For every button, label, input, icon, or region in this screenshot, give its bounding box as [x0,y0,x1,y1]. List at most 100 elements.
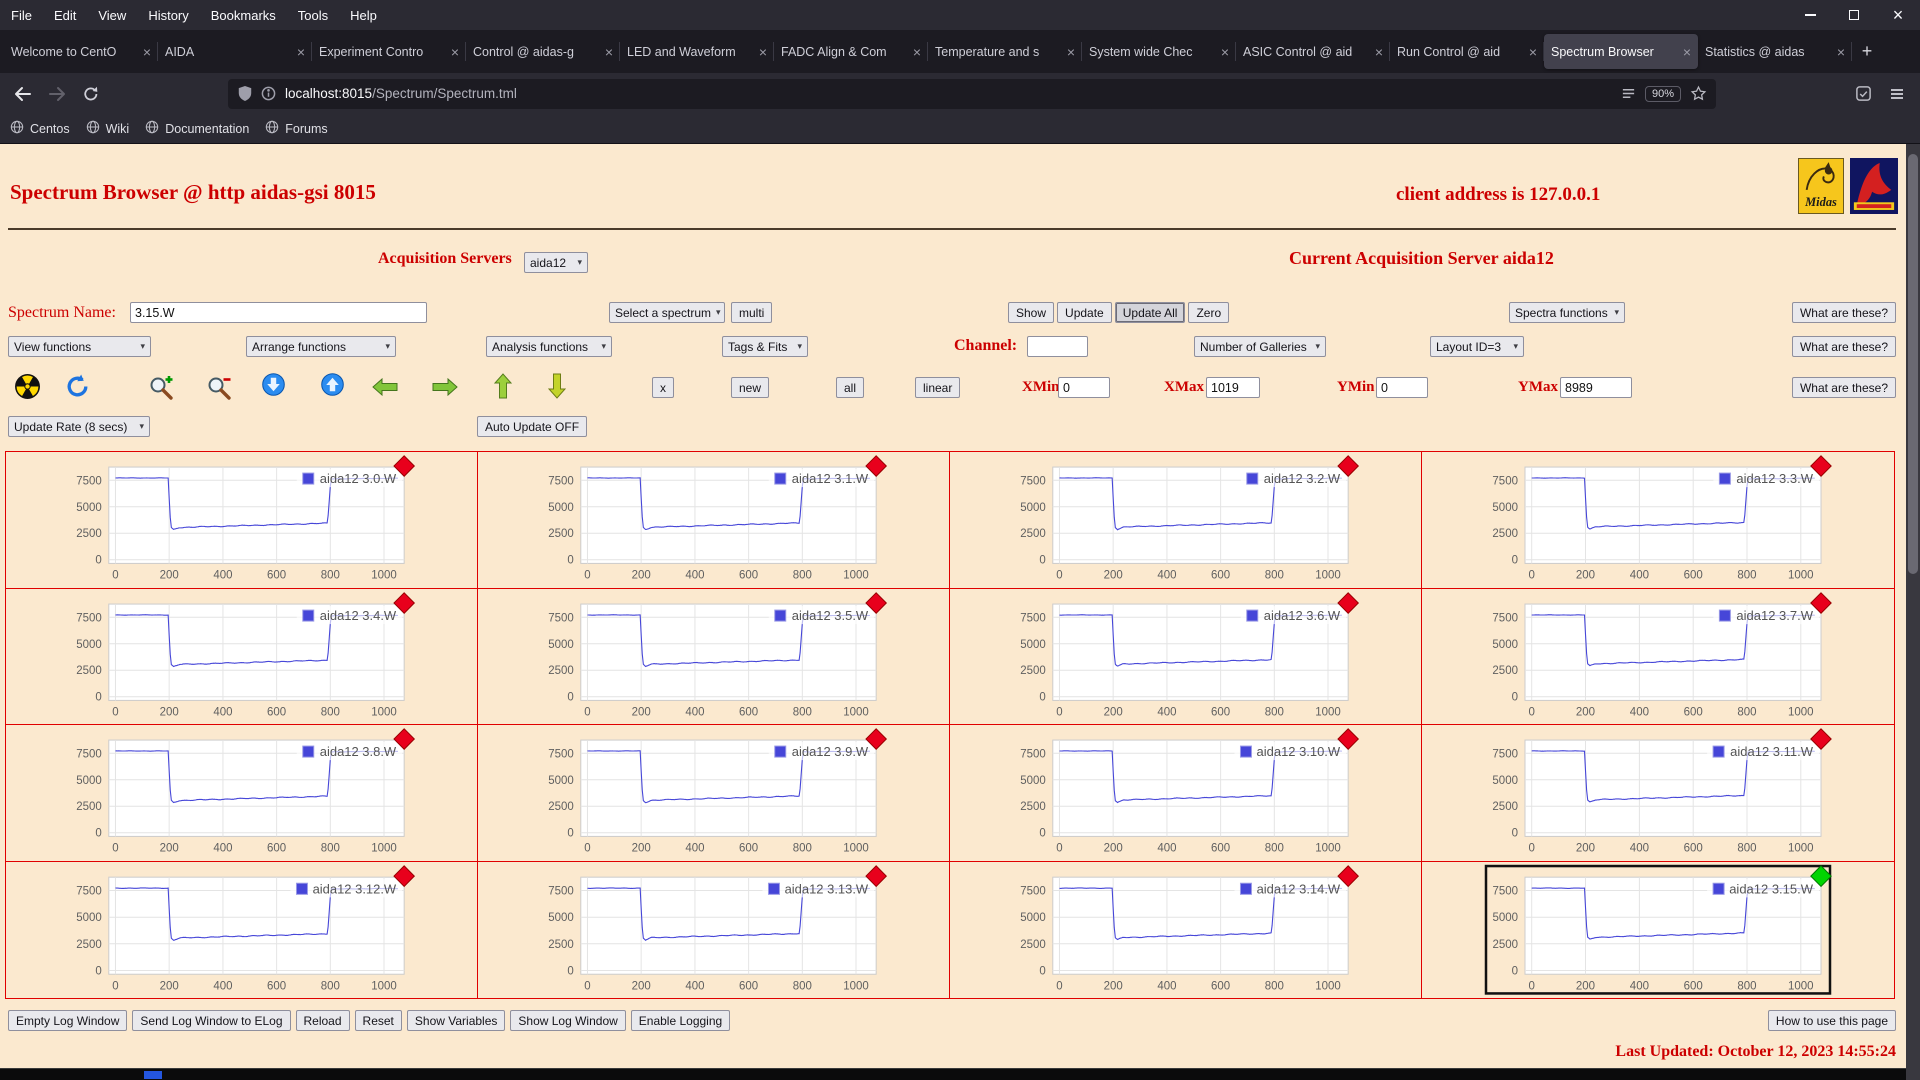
tab-welcome-to-cento[interactable]: Welcome to CentO × [4,34,158,69]
app-menu-icon[interactable] [1880,79,1914,109]
spectrum-cell-aida12-3-5-w[interactable]: 0 200 400 600 800 1000 0 2500 5000 7500 aida12 3.5… [478,588,950,725]
bookmark-wiki[interactable]: Wiki [86,120,129,137]
analysis-functions-dropdown[interactable]: Analysis functions ▾ [486,336,612,357]
menu-bookmarks[interactable]: Bookmarks [210,7,276,23]
all-button[interactable]: all [836,377,865,398]
pan-left-icon[interactable] [372,378,398,396]
tab-close-icon[interactable]: × [604,43,613,60]
menu-history[interactable]: History [148,7,189,23]
select-spectrum-dropdown[interactable]: Select a spectrum ▾ [609,302,725,323]
minimize-button[interactable] [1788,0,1832,30]
refresh-icon[interactable] [64,373,91,400]
active-marker-icon[interactable] [1810,864,1832,887]
xmax-input[interactable] [1206,377,1260,398]
tab-run-control-aid[interactable]: Run Control @ aid × [1390,34,1544,69]
spectrum-cell-aida12-3-0-w[interactable]: 0 200 400 600 800 1000 0 2500 5000 7500 aida12 3.0… [6,452,478,589]
tab-close-icon[interactable]: × [142,43,151,60]
spectrum-cell-aida12-3-8-w[interactable]: 0 200 400 600 800 1000 0 2500 5000 7500 aida12 3.8… [6,725,478,862]
spectrum-cell-aida12-3-15-w[interactable]: 0 200 400 600 800 1000 0 2500 5000 7500 aida12 3.1… [1422,862,1894,999]
x-button[interactable]: x [652,377,674,398]
spectrum-cell-aida12-3-13-w[interactable]: 0 200 400 600 800 1000 0 2500 5000 7500 aida12 3.1… [478,861,950,998]
tab-close-icon[interactable]: × [1682,43,1691,60]
ymin-input[interactable] [1376,377,1428,398]
arrange-functions-dropdown[interactable]: Arrange functions ▾ [246,336,396,357]
show-variables-button[interactable]: Show Variables [406,1010,506,1031]
how-to-use-button[interactable]: How to use this page [1767,1010,1896,1031]
inactive-marker-icon[interactable] [865,455,888,477]
linear-button[interactable]: linear [915,377,961,398]
scroll-up-icon[interactable] [321,373,344,396]
inactive-marker-icon[interactable] [1337,864,1360,887]
zero-button[interactable]: Zero [1188,302,1230,323]
inactive-marker-icon[interactable] [1810,455,1832,477]
reader-mode-icon[interactable] [1621,86,1636,101]
bookmark-star-icon[interactable] [1690,85,1707,102]
tracking-protection-shield-icon[interactable] [237,85,253,102]
show-log-window-button[interactable]: Show Log Window [510,1010,626,1031]
inactive-marker-icon[interactable] [865,591,888,614]
zoom-in-icon[interactable] [148,373,176,401]
inactive-marker-icon[interactable] [1337,591,1360,614]
bookmark-centos[interactable]: Centos [10,120,70,137]
spectrum-cell-aida12-3-6-w[interactable]: 0 200 400 600 800 1000 0 2500 5000 7500 aida12 3.6… [950,588,1422,725]
radiation-icon[interactable] [14,373,41,400]
tab-close-icon[interactable]: × [912,43,921,60]
send-log-window-to-elog-button[interactable]: Send Log Window to ELog [132,1010,291,1031]
galleries-dropdown[interactable]: Number of Galleries ▾ [1194,336,1326,357]
what-are-these-button-2[interactable]: What are these? [1791,336,1896,357]
inactive-marker-icon[interactable] [1810,591,1832,614]
maximize-button[interactable] [1832,0,1876,30]
auto-update-button[interactable]: Auto Update OFF [477,416,588,437]
extension-shield-icon[interactable] [1846,79,1880,109]
inactive-marker-icon[interactable] [393,455,416,477]
update-rate-dropdown[interactable]: Update Rate (8 secs) ▾ [8,416,150,437]
menu-file[interactable]: File [11,7,32,23]
forward-button[interactable] [40,79,74,109]
what-are-these-button-3[interactable]: What are these? [1791,377,1896,398]
enable-logging-button[interactable]: Enable Logging [630,1010,731,1031]
inactive-marker-icon[interactable] [1810,728,1832,750]
page-scrollbar[interactable] [1906,144,1920,1080]
tab-asic-control-aid[interactable]: ASIC Control @ aid × [1236,34,1390,69]
tab-close-icon[interactable]: × [296,43,305,60]
spectra-functions-dropdown[interactable]: Spectra functions ▾ [1509,302,1625,323]
midas-logo[interactable]: Midas [1798,158,1844,214]
spectrum-cell-aida12-3-2-w[interactable]: 0 200 400 600 800 1000 0 2500 5000 7500 aida12 3.2… [950,452,1422,589]
pan-down-icon[interactable] [548,373,566,399]
tab-close-icon[interactable]: × [1066,43,1075,60]
ymax-input[interactable] [1560,377,1632,398]
tab-spectrum-browser[interactable]: Spectrum Browser × [1544,34,1698,69]
site-info-icon[interactable] [261,86,276,101]
spectrum-cell-aida12-3-3-w[interactable]: 0 200 400 600 800 1000 0 2500 5000 7500 aida12 3.3… [1422,452,1894,589]
bookmark-documentation[interactable]: Documentation [145,120,249,137]
update-button[interactable]: Update [1057,302,1112,323]
update-all-button[interactable]: Update All [1114,302,1186,323]
reset-button[interactable]: Reset [354,1010,402,1031]
menu-help[interactable]: Help [350,7,377,23]
inactive-marker-icon[interactable] [393,591,416,614]
spectrum-cell-aida12-3-1-w[interactable]: 0 200 400 600 800 1000 0 2500 5000 7500 aida12 3.1… [478,452,950,589]
menu-tools[interactable]: Tools [297,7,329,23]
new-tab-button[interactable]: + [1861,41,1873,61]
layout-id-dropdown[interactable]: Layout ID=3 ▾ [1430,336,1524,357]
spectrum-cell-aida12-3-7-w[interactable]: 0 200 400 600 800 1000 0 2500 5000 7500 aida12 3.7… [1422,589,1894,725]
tab-system-wide-chec[interactable]: System wide Chec × [1082,34,1236,69]
tab-aida[interactable]: AIDA × [158,34,312,69]
spectrum-cell-aida12-3-4-w[interactable]: 0 200 400 600 800 1000 0 2500 5000 7500 aida12 3.4… [6,588,478,725]
spectrum-cell-aida12-3-10-w[interactable]: 0 200 400 600 800 1000 0 2500 5000 7500 aida12 3.1… [950,725,1422,862]
spectrum-cell-aida12-3-12-w[interactable]: 0 200 400 600 800 1000 0 2500 5000 7500 aida12 3.1… [6,861,478,998]
tab-led-and-waveform[interactable]: LED and Waveform × [620,34,774,69]
reload-button[interactable]: Reload [295,1010,350,1031]
tab-fadc-align-com[interactable]: FADC Align & Com × [774,34,928,69]
close-button[interactable]: × [1892,4,1904,25]
tab-statistics-aidas[interactable]: Statistics @ aidas × [1698,34,1852,69]
tab-close-icon[interactable]: × [1220,43,1229,60]
menu-edit[interactable]: Edit [53,7,77,23]
view-functions-dropdown[interactable]: View functions ▾ [8,336,151,357]
new-button[interactable]: new [731,377,770,398]
acquisition-server-select[interactable]: aida12 ▾ [524,252,588,273]
tab-close-icon[interactable]: × [1528,43,1537,60]
zoom-level-badge[interactable]: 90% [1644,85,1681,102]
reload-button[interactable] [74,79,108,109]
tab-close-icon[interactable]: × [1374,43,1383,60]
